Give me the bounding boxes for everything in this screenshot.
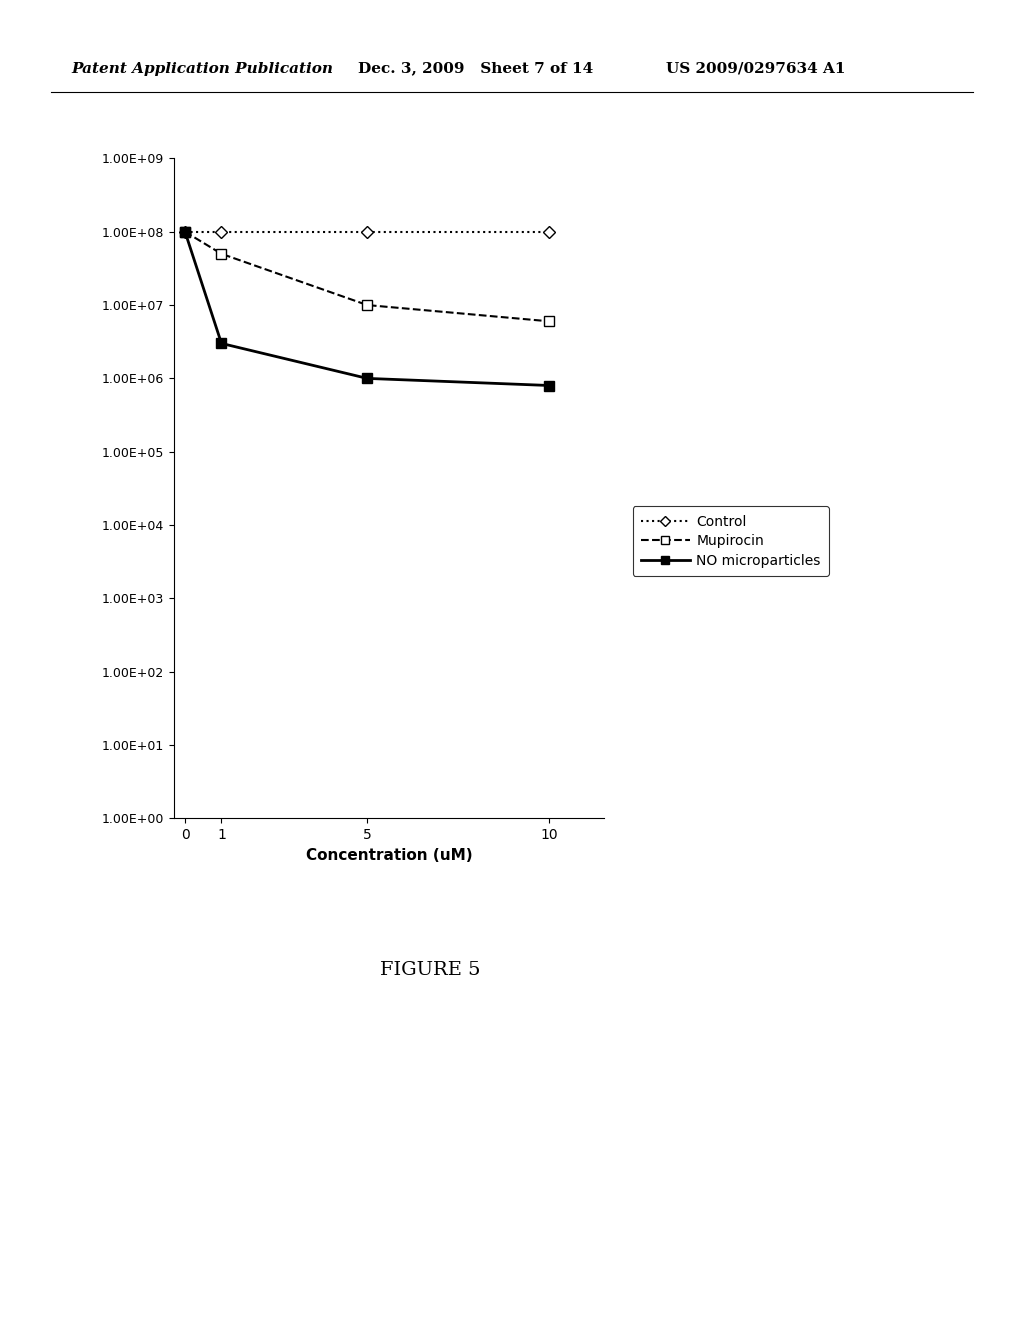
Control [544, 224, 556, 240]
Line: NO microparticles: NO microparticles [180, 227, 554, 391]
NO microparticles [361, 371, 374, 387]
Text: Patent Application Publication: Patent Application Publication [72, 62, 334, 75]
NO microparticles [544, 378, 556, 393]
Mupirocin [179, 224, 191, 240]
X-axis label: Concentration (uM): Concentration (uM) [306, 847, 472, 863]
Line: Control: Control [181, 227, 554, 236]
NO microparticles [215, 335, 227, 351]
Text: FIGURE 5: FIGURE 5 [380, 961, 480, 979]
NO microparticles [179, 224, 191, 240]
Control [361, 224, 374, 240]
Line: Mupirocin: Mupirocin [180, 227, 554, 326]
Mupirocin [215, 246, 227, 261]
Text: Dec. 3, 2009   Sheet 7 of 14: Dec. 3, 2009 Sheet 7 of 14 [358, 62, 594, 75]
Mupirocin [544, 313, 556, 329]
Control [215, 224, 227, 240]
Text: US 2009/0297634 A1: US 2009/0297634 A1 [666, 62, 845, 75]
Control [179, 224, 191, 240]
Mupirocin [361, 297, 374, 313]
Legend: Control, Mupirocin, NO microparticles: Control, Mupirocin, NO microparticles [633, 507, 829, 576]
